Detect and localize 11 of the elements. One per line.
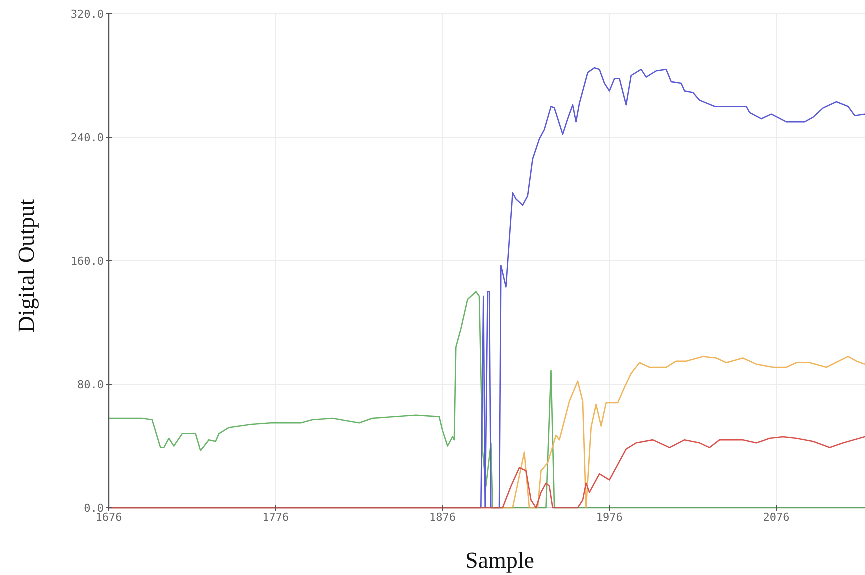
x-axis-title: Sample: [466, 548, 534, 573]
y-axis-title: Digital Output: [14, 198, 39, 333]
y-tick-label: 160.0: [70, 254, 104, 268]
x-tick-label: 2076: [763, 511, 790, 524]
y-tick-label: 240.0: [70, 131, 104, 144]
y-tick-label: 80.0: [78, 378, 104, 392]
y-tick-label: 320.0: [70, 8, 104, 21]
x-tick-label: 1976: [596, 511, 623, 524]
x-tick-label: 1676: [96, 511, 122, 524]
x-tick-label: 1876: [430, 511, 456, 524]
x-tick-label: 1776: [262, 511, 290, 524]
